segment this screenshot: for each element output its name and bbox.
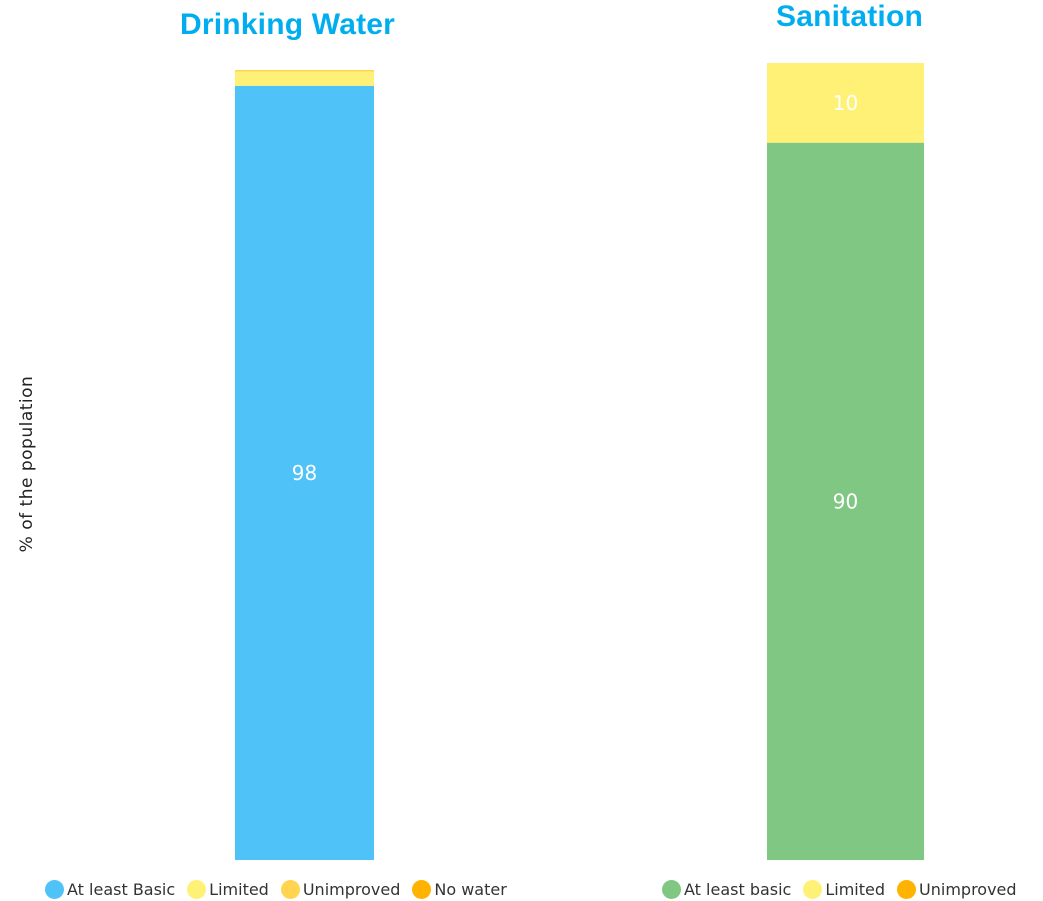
sanitation-bar-segment-at-least-basic	[767, 142, 924, 860]
sanitation-data-label-limited: 10	[833, 91, 858, 115]
legend-label: No water	[434, 879, 507, 899]
legend-label: Limited	[825, 879, 886, 899]
legend-swatch-icon	[187, 879, 207, 899]
legend-item[interactable]: No water	[412, 879, 507, 899]
sanitation-title: Sanitation	[776, 0, 924, 33]
legend-item[interactable]: Unimproved	[897, 879, 1017, 899]
water-bar-segment-limited	[235, 71, 374, 86]
water-bar-segment-unimproved	[235, 70, 374, 72]
legend-item[interactable]: Limited	[187, 879, 269, 899]
drinking-water-legend: At least Basic Limited Unimproved No water	[45, 877, 507, 901]
legend-swatch-icon	[45, 879, 64, 899]
legend-label: At least Basic	[67, 879, 176, 899]
legend-item[interactable]: Limited	[803, 879, 886, 899]
legend-item[interactable]: At least Basic	[45, 879, 176, 899]
legend-swatch-icon	[662, 879, 681, 899]
water-data-label-at-least-basic: 98	[292, 461, 317, 485]
water-bar-segment-at-least-basic	[235, 85, 374, 861]
legend-label: Limited	[209, 879, 269, 899]
legend-swatch-icon	[803, 879, 823, 899]
sanitation-data-label-at-least-basic: 90	[833, 489, 858, 513]
legend-label: At least basic	[684, 879, 792, 899]
legend-item[interactable]: At least basic	[662, 879, 792, 899]
legend-swatch-icon	[412, 879, 432, 899]
sanitation-bar-segment-limited	[767, 63, 924, 143]
legend-label: Unimproved	[919, 879, 1017, 899]
drinking-water-title: Drinking Water	[180, 8, 396, 41]
legend-swatch-icon	[280, 879, 300, 899]
legend-swatch-icon	[897, 879, 917, 899]
sanitation-legend: At least basic Limited Unimproved	[662, 877, 1017, 901]
legend-label: Unimproved	[302, 879, 401, 899]
legend-item[interactable]: Unimproved	[280, 879, 401, 899]
